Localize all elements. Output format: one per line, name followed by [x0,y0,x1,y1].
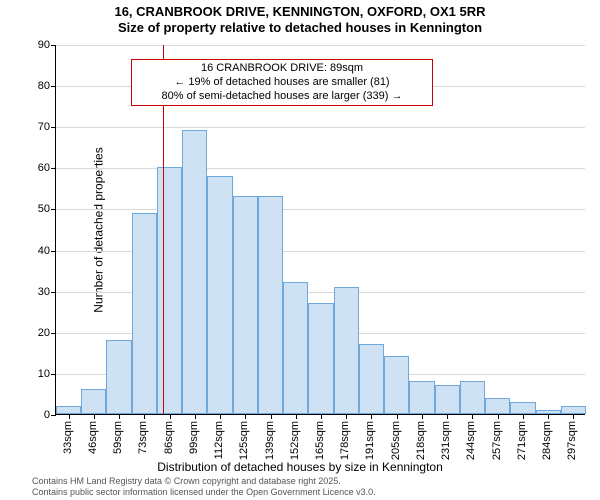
y-tick-label: 90 [20,39,50,51]
x-tick-label: 191sqm [364,421,376,460]
x-tick-label: 271sqm [516,421,528,460]
x-tick-label: 33sqm [62,421,74,454]
y-tick-mark [51,86,56,87]
x-tick-label: 99sqm [188,421,200,454]
x-tick-label: 152sqm [289,421,301,460]
histogram-bar [510,402,535,414]
x-tick-label: 297sqm [566,421,578,460]
histogram-bar [132,213,157,414]
y-tick-mark [51,292,56,293]
footer-line-1: Contains HM Land Registry data © Crown c… [32,476,376,487]
x-tick-label: 59sqm [112,421,124,454]
histogram-bar [283,282,308,414]
annotation-line-left: ← 19% of detached houses are smaller (81… [138,76,426,90]
histogram-bar [233,196,258,414]
x-tick-label: 244sqm [465,421,477,460]
annotation-box: 16 CRANBROOK DRIVE: 89sqm← 19% of detach… [131,59,433,106]
x-tick-labels: 33sqm 46sqm 59sqm 73sqm 86sqm 99sqm 112sqm 125s… [55,418,585,458]
x-tick-label: 257sqm [491,421,503,460]
x-tick-label: 112sqm [213,421,225,459]
histogram-bar [359,344,384,414]
histogram-bar [157,167,182,414]
y-tick-label: 10 [20,368,50,380]
footer-line-2: Contains public sector information licen… [32,487,376,498]
x-tick-label: 86sqm [163,421,175,454]
title-block: 16, CRANBROOK DRIVE, KENNINGTON, OXFORD,… [0,4,600,37]
x-tick-label: 125sqm [238,421,250,460]
title-line-1: 16, CRANBROOK DRIVE, KENNINGTON, OXFORD,… [0,4,600,20]
histogram-bar [56,406,81,414]
plot-area: 16 CRANBROOK DRIVE: 89sqm← 19% of detach… [55,45,585,415]
y-tick-label: 50 [20,203,50,215]
y-tick-label: 80 [20,80,50,92]
x-tick-label: 139sqm [264,421,276,460]
histogram-bar [258,196,283,414]
histogram-bar [81,389,106,414]
histogram-bar [460,381,485,414]
y-tick-label: 40 [20,245,50,257]
y-tick-label: 0 [20,409,50,421]
grid-line [56,127,585,128]
x-tick-label: 205sqm [390,421,402,460]
y-tick-mark [51,127,56,128]
x-tick-label: 218sqm [415,421,427,460]
histogram-bar [561,406,586,414]
y-tick-mark [51,415,56,416]
grid-line [56,45,585,46]
histogram-bar [435,385,460,414]
y-tick-mark [51,333,56,334]
y-tick-labels: 0102030405060708090 [22,45,52,415]
chart-container: 16, CRANBROOK DRIVE, KENNINGTON, OXFORD,… [0,0,600,500]
histogram-bar [308,303,333,414]
title-line-2: Size of property relative to detached ho… [0,20,600,36]
annotation-header: 16 CRANBROOK DRIVE: 89sqm [138,62,426,76]
x-tick-label: 46sqm [87,421,99,454]
y-tick-label: 70 [20,121,50,133]
histogram-bar [334,287,359,414]
histogram-bar [485,398,510,414]
y-tick-mark [51,251,56,252]
y-tick-mark [51,45,56,46]
y-tick-mark [51,168,56,169]
histogram-bar [207,176,232,414]
annotation-line-right: 80% of semi-detached houses are larger (… [138,90,426,104]
histogram-bar [182,130,207,414]
histogram-bar [106,340,131,414]
histogram-bar [384,356,409,414]
y-tick-mark [51,374,56,375]
histogram-bar [409,381,434,414]
grid-line [56,168,585,169]
x-tick-label: 231sqm [440,421,452,460]
grid-line [56,209,585,210]
x-tick-label: 165sqm [314,421,326,460]
x-tick-label: 178sqm [339,421,351,460]
y-tick-label: 60 [20,162,50,174]
footer-attribution: Contains HM Land Registry data © Crown c… [32,476,376,498]
x-tick-label: 73sqm [137,421,149,454]
y-tick-label: 20 [20,327,50,339]
y-tick-mark [51,209,56,210]
x-axis-label: Distribution of detached houses by size … [0,460,600,474]
x-tick-label: 284sqm [541,421,553,460]
y-tick-label: 30 [20,286,50,298]
